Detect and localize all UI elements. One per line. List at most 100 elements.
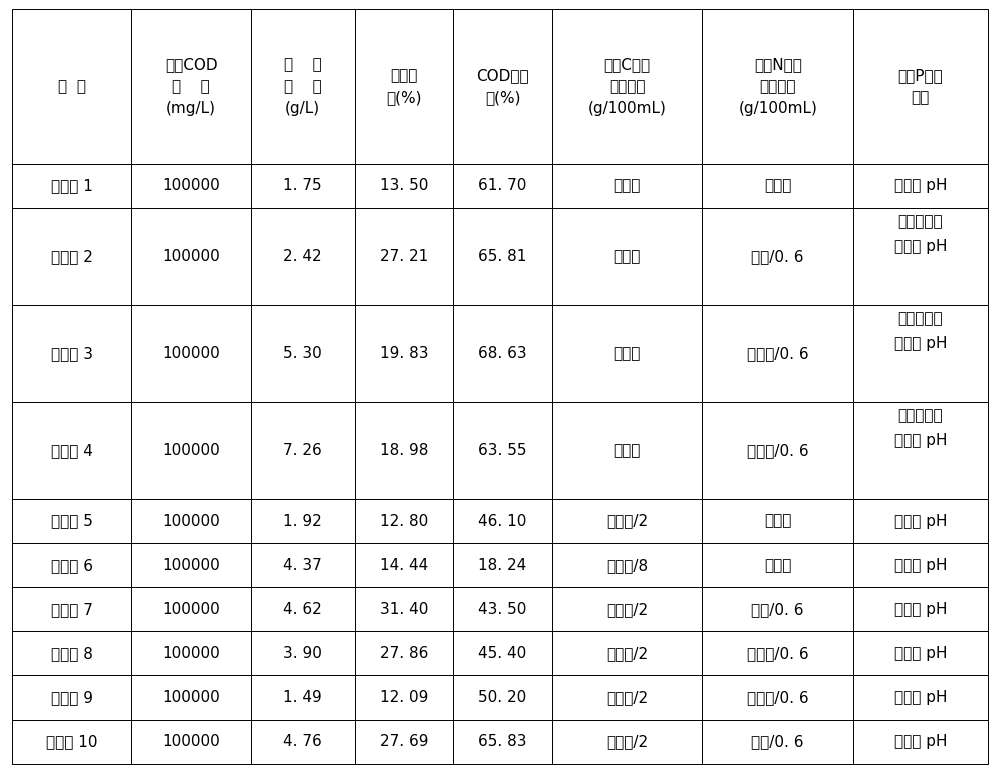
Text: 实施例 4: 实施例 4	[51, 443, 93, 458]
Text: 葡萄糖/2: 葡萄糖/2	[606, 646, 648, 661]
Bar	[702, 305, 853, 402]
Text: 尿素/0. 6: 尿素/0. 6	[751, 734, 804, 749]
Text: 65. 81: 65. 81	[478, 249, 527, 264]
Text: 实施例 8: 实施例 8	[51, 646, 93, 661]
Bar	[251, 587, 355, 632]
Bar	[853, 9, 988, 164]
Text: 磷酸调 pH: 磷酸调 pH	[894, 734, 947, 749]
Text: 实施例 1: 实施例 1	[51, 179, 93, 193]
Text: 磷酸调 pH: 磷酸调 pH	[894, 646, 947, 661]
Text: 12. 09: 12. 09	[380, 690, 428, 705]
Text: 添加C源种
类及含量
(g/100mL): 添加C源种 类及含量 (g/100mL)	[588, 56, 667, 116]
Bar	[453, 402, 552, 499]
Bar	[12, 305, 131, 402]
Bar	[355, 676, 453, 720]
Bar	[552, 499, 702, 543]
Text: 100000: 100000	[162, 646, 220, 661]
Bar	[552, 164, 702, 208]
Bar	[355, 305, 453, 402]
Bar	[131, 9, 251, 164]
Text: 100000: 100000	[162, 346, 220, 361]
Bar	[853, 164, 988, 208]
Text: 14. 44: 14. 44	[380, 557, 428, 573]
Bar	[702, 499, 853, 543]
Bar	[251, 164, 355, 208]
Text: 编  号: 编 号	[58, 79, 86, 94]
Bar	[453, 499, 552, 543]
Bar	[453, 587, 552, 632]
Bar	[702, 632, 853, 676]
Text: 实施例 6: 实施例 6	[51, 557, 93, 573]
Text: 100000: 100000	[162, 249, 220, 264]
Text: 黑液COD
含    量
(mg/L): 黑液COD 含 量 (mg/L)	[165, 56, 217, 116]
Bar	[12, 543, 131, 587]
Text: 50. 20: 50. 20	[478, 690, 527, 705]
Text: 100000: 100000	[162, 513, 220, 529]
Text: 13. 50: 13. 50	[380, 179, 428, 193]
Bar	[12, 208, 131, 305]
Bar	[131, 720, 251, 764]
Text: 65. 83: 65. 83	[478, 734, 527, 749]
Bar	[702, 720, 853, 764]
Text: 废糖蜜/8: 废糖蜜/8	[606, 557, 648, 573]
Text: 废糖蜜/2: 废糖蜜/2	[606, 734, 648, 749]
Text: 蛋白含
量(%): 蛋白含 量(%)	[386, 68, 422, 105]
Bar	[355, 720, 453, 764]
Bar	[453, 720, 552, 764]
Bar	[251, 632, 355, 676]
Text: 不添加: 不添加	[614, 249, 641, 264]
Text: 1. 92: 1. 92	[283, 513, 322, 529]
Text: 45. 40: 45. 40	[478, 646, 527, 661]
Bar	[131, 402, 251, 499]
Bar	[12, 9, 131, 164]
Bar	[251, 499, 355, 543]
Bar	[702, 9, 853, 164]
Text: 2. 42: 2. 42	[283, 249, 322, 264]
Text: 葡萄糖/2: 葡萄糖/2	[606, 513, 648, 529]
Bar	[702, 402, 853, 499]
Bar	[453, 543, 552, 587]
Bar	[12, 499, 131, 543]
Bar	[355, 9, 453, 164]
Bar	[355, 164, 453, 208]
Text: 19. 83: 19. 83	[380, 346, 428, 361]
Bar	[355, 499, 453, 543]
Bar	[853, 499, 988, 543]
Text: 实施例 3: 实施例 3	[51, 346, 93, 361]
Bar	[355, 587, 453, 632]
Bar	[853, 587, 988, 632]
Text: 61. 70: 61. 70	[478, 179, 527, 193]
Bar	[251, 305, 355, 402]
Bar	[251, 676, 355, 720]
Text: 100000: 100000	[162, 443, 220, 458]
Text: 46. 10: 46. 10	[478, 513, 527, 529]
Bar	[131, 305, 251, 402]
Text: 磷酸调 pH: 磷酸调 pH	[894, 513, 947, 529]
Bar	[251, 720, 355, 764]
Bar	[355, 543, 453, 587]
Text: 5. 30: 5. 30	[283, 346, 322, 361]
Bar	[853, 543, 988, 587]
Text: 纤维磷酸水
解液调 pH: 纤维磷酸水 解液调 pH	[894, 214, 947, 254]
Text: 不添加: 不添加	[614, 443, 641, 458]
Text: 硫酸铵/0. 6: 硫酸铵/0. 6	[747, 346, 809, 361]
Bar	[251, 208, 355, 305]
Bar	[853, 720, 988, 764]
Bar	[251, 402, 355, 499]
Text: 1. 75: 1. 75	[283, 179, 322, 193]
Text: 不添加: 不添加	[764, 513, 791, 529]
Text: 不添加: 不添加	[764, 557, 791, 573]
Text: 实施例 7: 实施例 7	[51, 602, 93, 617]
Bar	[853, 632, 988, 676]
Bar	[12, 164, 131, 208]
Text: 4. 76: 4. 76	[283, 734, 322, 749]
Text: 实施例 9: 实施例 9	[51, 690, 93, 705]
Text: 实施例 10: 实施例 10	[46, 734, 97, 749]
Bar	[131, 676, 251, 720]
Bar	[355, 402, 453, 499]
Text: 玉米浆/0. 6: 玉米浆/0. 6	[747, 443, 809, 458]
Text: 31. 40: 31. 40	[380, 602, 428, 617]
Text: 添加N源种
类及含量
(g/100mL): 添加N源种 类及含量 (g/100mL)	[738, 56, 817, 116]
Text: 18. 98: 18. 98	[380, 443, 428, 458]
Text: 磷酸调 pH: 磷酸调 pH	[894, 602, 947, 617]
